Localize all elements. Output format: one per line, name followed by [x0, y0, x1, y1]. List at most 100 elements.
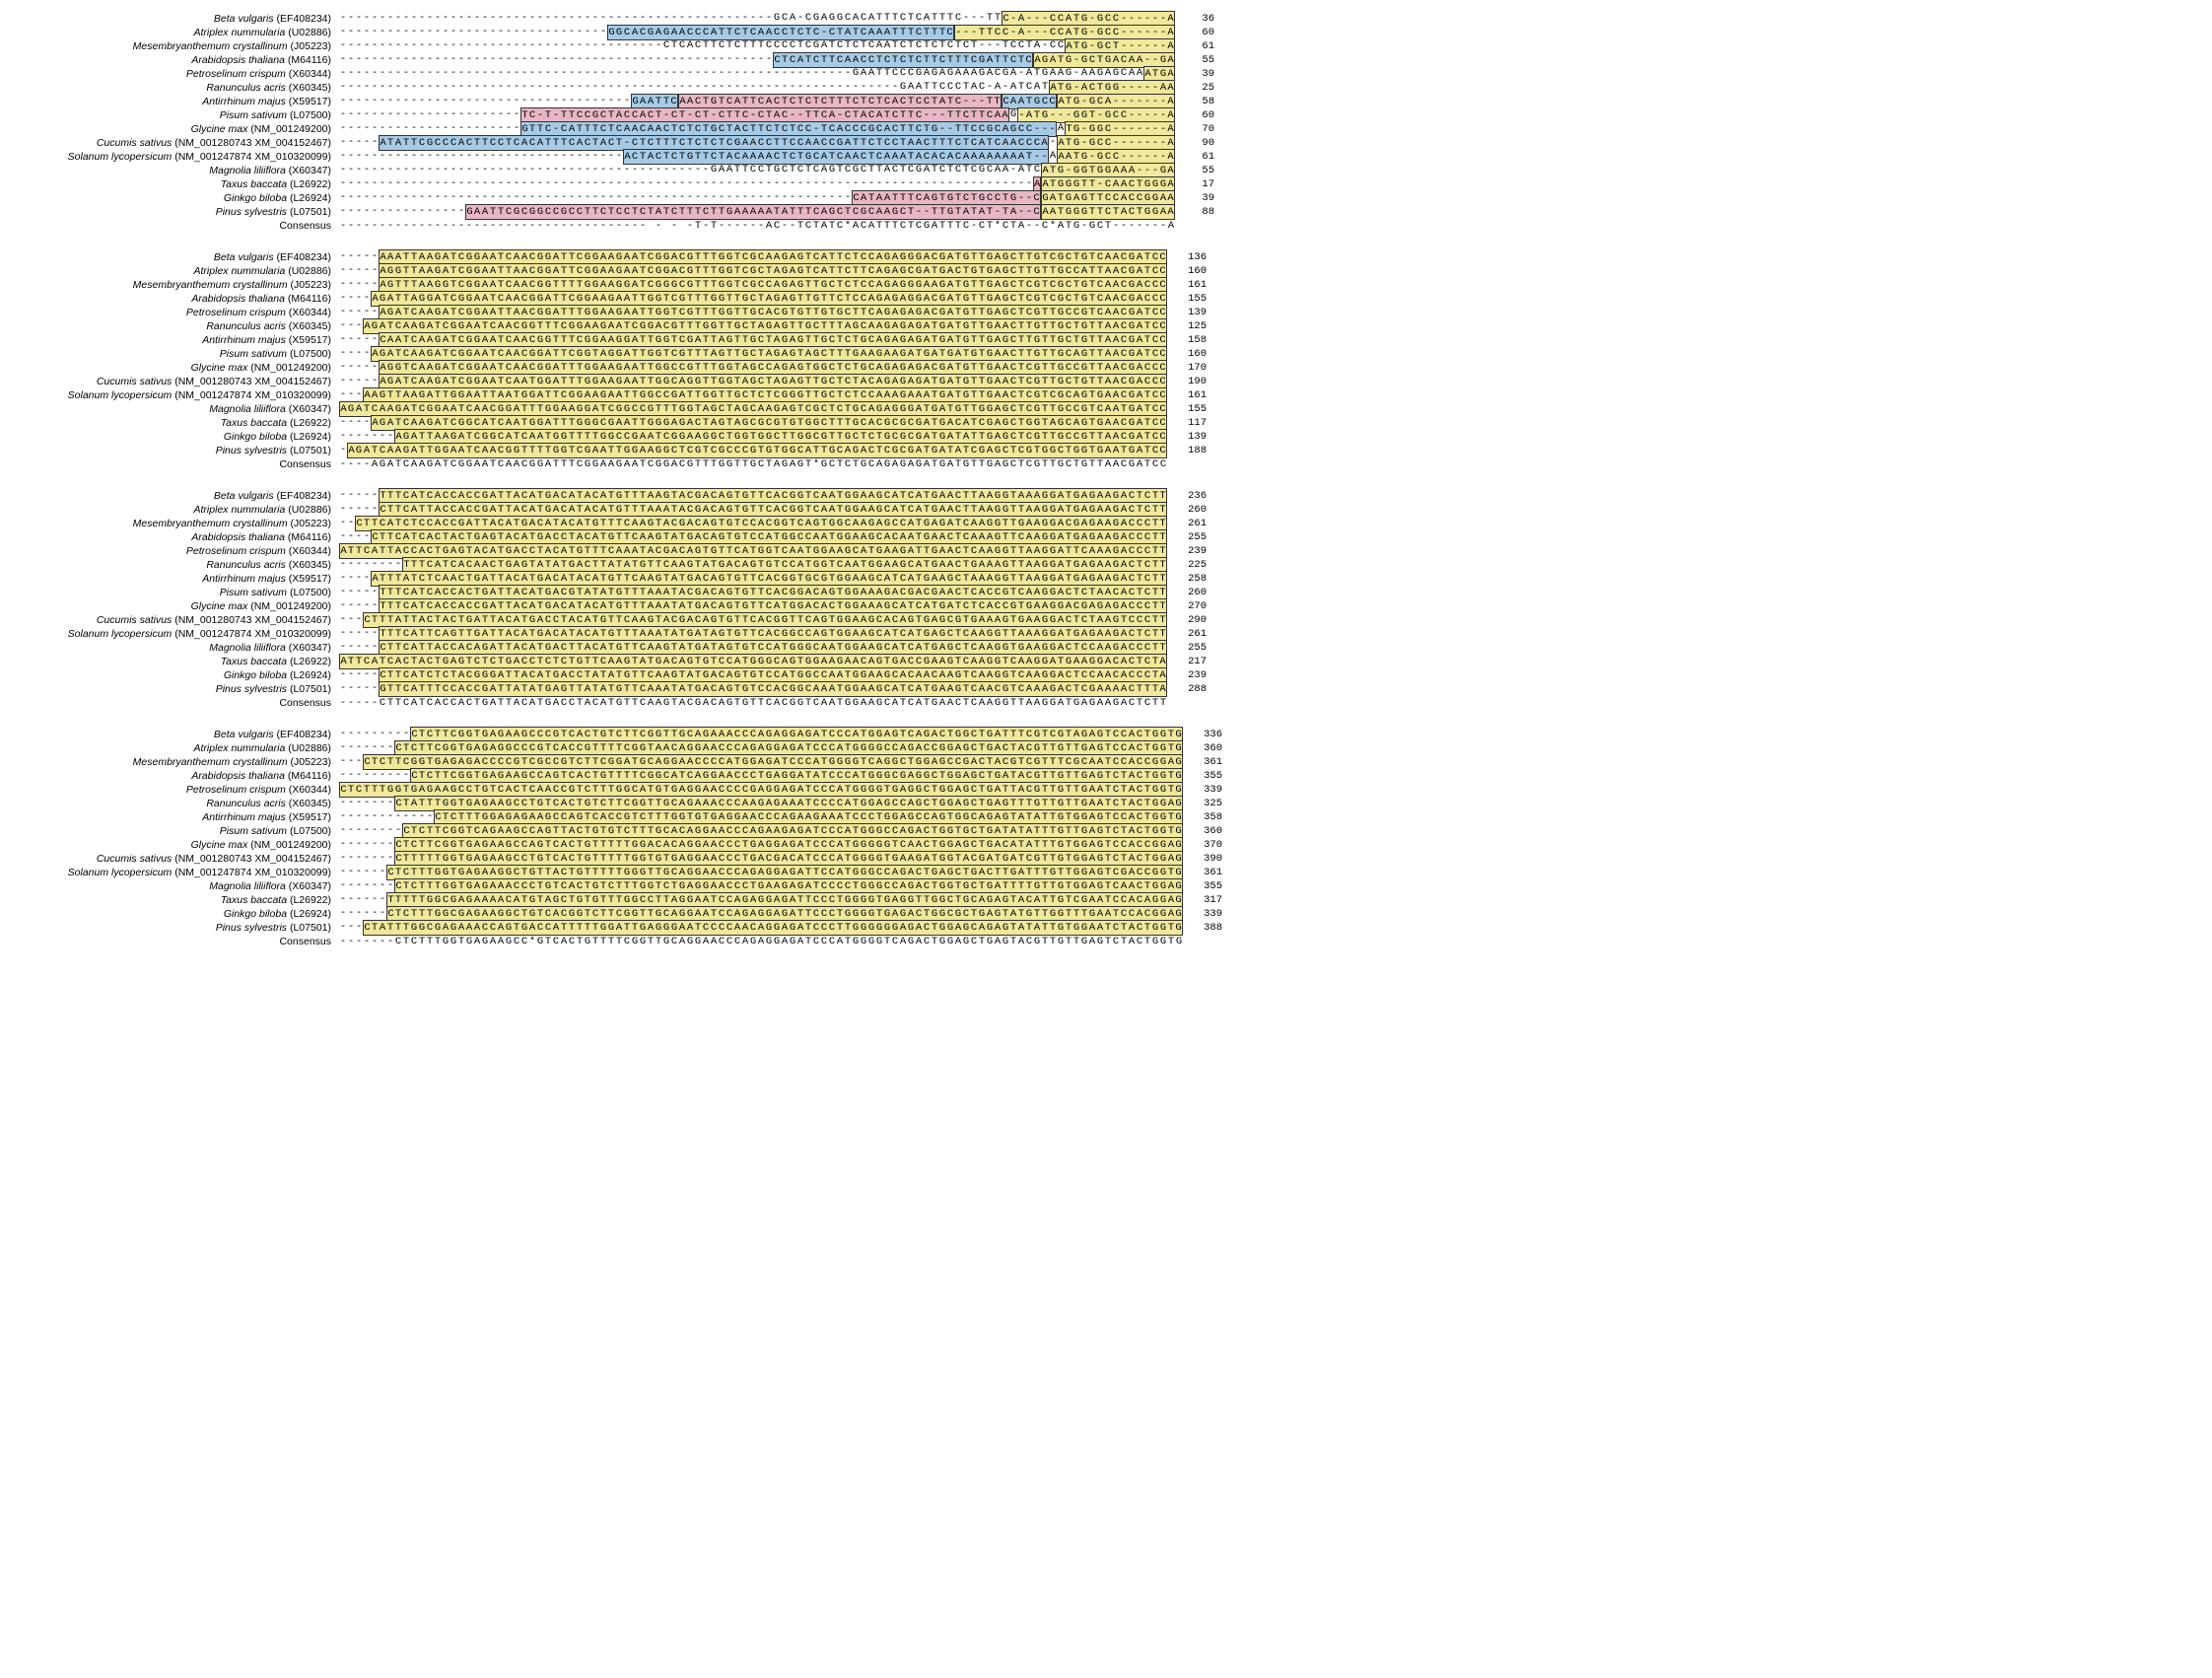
species-label: Solanum lycopersicum (NM_001247874 XM_01…: [24, 866, 339, 879]
species-label: Petroselinum crispum (X60344): [24, 306, 339, 319]
position-number: 370: [1183, 838, 1222, 852]
species-label: Pisum sativum (L07500): [24, 347, 339, 361]
position-number: 239: [1167, 668, 1207, 682]
position-number: 261: [1167, 517, 1207, 530]
sequence: --------------------------------------- …: [339, 219, 1175, 233]
position-number: 188: [1167, 444, 1207, 457]
position-number: 217: [1167, 655, 1207, 668]
sequence: -----GTTCATTTCCACCGATTATATGAGTTATATGTTCA…: [339, 681, 1167, 697]
alignment-block: Beta vulgaris (EF408234)-----TTTCATCACCA…: [24, 489, 2188, 710]
alignment-row: Magnolia liliiflora (X60347)AGATCAAGATCG…: [24, 402, 2188, 416]
species-label: Ginkgo biloba (L26924): [24, 191, 339, 205]
position-number: 117: [1167, 416, 1207, 430]
species-label: Antirrhinum majus (X59517): [24, 95, 339, 108]
alignment-row: Ginkgo biloba (L26924)-----CTTCATCTCTACG…: [24, 668, 2188, 682]
alignment-row: Petroselinum crispum (X60344)ATTCATTACCA…: [24, 544, 2188, 558]
position-number: 325: [1183, 797, 1222, 810]
alignment-row: Glycine max (NM_001249200)-------CTCTTCG…: [24, 838, 2188, 852]
position-number: 155: [1167, 402, 1207, 416]
species-label: Taxus baccata (L26922): [24, 655, 339, 668]
alignment-row: Magnolia liliiflora (X60347)-----CTTCATT…: [24, 641, 2188, 655]
position-number: 190: [1167, 375, 1207, 388]
alignment-row: Solanum lycopersicum (NM_001247874 XM_01…: [24, 866, 2188, 879]
position-number: 390: [1183, 852, 1222, 866]
species-label: Glycine max (NM_001249200): [24, 122, 339, 136]
alignment-row: Mesembryanthemum crystallinum (J05223)--…: [24, 39, 2188, 53]
species-label: Pisum sativum (L07500): [24, 824, 339, 838]
alignment-row: Solanum lycopersicum (NM_001247874 XM_01…: [24, 388, 2188, 402]
alignment-row: Antirrhinum majus (X59517)--------------…: [24, 95, 2188, 108]
alignment-row: Petroselinum crispum (X60344)-----AGATCA…: [24, 306, 2188, 319]
alignment-row: Glycine max (NM_001249200)--------------…: [24, 122, 2188, 136]
position-number: 90: [1175, 136, 1214, 150]
alignment-row: Pisum sativum (L07500)--------CTCTTCGGTC…: [24, 824, 2188, 838]
position-number: 60: [1175, 26, 1214, 39]
position-number: 339: [1183, 783, 1222, 797]
position-number: 360: [1183, 824, 1222, 838]
alignment-row: Beta vulgaris (EF408234)----------------…: [24, 12, 2188, 26]
alignment-row: Atriplex nummularia (U02886)-----AGGTTAA…: [24, 264, 2188, 278]
alignment-row: Atriplex nummularia (U02886)-------CTCTT…: [24, 741, 2188, 755]
species-label: Pinus sylvestris (L07501): [24, 682, 339, 696]
species-label: Solanum lycopersicum (NM_001247874 XM_01…: [24, 627, 339, 641]
position-number: 61: [1175, 150, 1214, 164]
alignment-block: Beta vulgaris (EF408234)----------------…: [24, 12, 2188, 233]
species-label: Ginkgo biloba (L26924): [24, 907, 339, 921]
position-number: 336: [1183, 728, 1222, 741]
alignment-row: Glycine max (NM_001249200)-----AGGTCAAGA…: [24, 361, 2188, 375]
position-number: 255: [1167, 641, 1207, 655]
sequence: ----AGATCAAGATCGGAATCAACGGATTTCGGAAGAATC…: [339, 457, 1167, 471]
species-label: Magnolia liliiflora (X60347): [24, 164, 339, 177]
position-number: 288: [1167, 682, 1207, 696]
alignment-row: Glycine max (NM_001249200)-----TTTCATCAC…: [24, 599, 2188, 613]
species-label: Taxus baccata (L26922): [24, 416, 339, 430]
alignment-row: Ranunculus acris (X60345)--------TTTCATC…: [24, 558, 2188, 572]
position-number: 360: [1183, 741, 1222, 755]
species-label: Beta vulgaris (EF408234): [24, 489, 339, 503]
sequence: -----CTTCATCACCACTGATTACATGACCTACATGTTCA…: [339, 696, 1167, 710]
alignment-row: Mesembryanthemum crystallinum (J05223)--…: [24, 517, 2188, 530]
species-label: Beta vulgaris (EF408234): [24, 250, 339, 264]
alignment-row: Beta vulgaris (EF408234)-----TTTCATCACCA…: [24, 489, 2188, 503]
position-number: 36: [1175, 12, 1214, 26]
alignment-row: Ranunculus acris (X60345)---------------…: [24, 81, 2188, 95]
position-number: 55: [1175, 53, 1214, 67]
alignment-row: Pinus sylvestris (L07501)---CTATTTGGCGAG…: [24, 921, 2188, 935]
species-label: Pinus sylvestris (L07501): [24, 921, 339, 935]
species-label: Ginkgo biloba (L26924): [24, 668, 339, 682]
alignment-row: Cucumis sativus (NM_001280743 XM_0041524…: [24, 375, 2188, 388]
alignment-row: Ranunculus acris (X60345)-------CTATTTGG…: [24, 797, 2188, 810]
position-number: 355: [1183, 879, 1222, 893]
alignment-row: Petroselinum crispum (X60344)-----------…: [24, 67, 2188, 81]
species-label: Ranunculus acris (X60345): [24, 558, 339, 572]
alignment-row: Arabidopsis thaliana (M64116)----AGATTAG…: [24, 292, 2188, 306]
position-number: 61: [1175, 39, 1214, 53]
alignment-row: Antirrhinum majus (X59517)------------CT…: [24, 810, 2188, 824]
position-number: 139: [1167, 306, 1207, 319]
position-number: 55: [1175, 164, 1214, 177]
position-number: 170: [1167, 361, 1207, 375]
alignment-row: Ginkgo biloba (L26924)------CTCTTTGGCGAG…: [24, 907, 2188, 921]
position-number: 290: [1167, 613, 1207, 627]
position-number: 260: [1167, 586, 1207, 599]
species-label: Taxus baccata (L26922): [24, 177, 339, 191]
species-label: Mesembryanthemum crystallinum (J05223): [24, 755, 339, 769]
alignment-row: Cucumis sativus (NM_001280743 XM_0041524…: [24, 613, 2188, 627]
alignment-row: Pisum sativum (L07500)------------------…: [24, 108, 2188, 122]
species-label: Cucumis sativus (NM_001280743 XM_0041524…: [24, 375, 339, 388]
species-label: Consensus: [24, 457, 339, 471]
position-number: 361: [1183, 755, 1222, 769]
species-label: Magnolia liliiflora (X60347): [24, 641, 339, 655]
alignment-row: Atriplex nummularia (U02886)-----CTTCATT…: [24, 503, 2188, 517]
species-label: Cucumis sativus (NM_001280743 XM_0041524…: [24, 136, 339, 150]
species-label: Magnolia liliiflora (X60347): [24, 402, 339, 416]
species-label: Petroselinum crispum (X60344): [24, 783, 339, 797]
species-label: Pisum sativum (L07500): [24, 586, 339, 599]
species-label: Solanum lycopersicum (NM_001247874 XM_01…: [24, 150, 339, 164]
alignment-row: Taxus baccata (L26922)------------------…: [24, 177, 2188, 191]
alignment-row: Magnolia liliiflora (X60347)------------…: [24, 164, 2188, 177]
species-label: Atriplex nummularia (U02886): [24, 264, 339, 278]
alignment-row: Cucumis sativus (NM_001280743 XM_0041524…: [24, 852, 2188, 866]
position-number: 158: [1167, 333, 1207, 347]
position-number: 361: [1183, 866, 1222, 879]
